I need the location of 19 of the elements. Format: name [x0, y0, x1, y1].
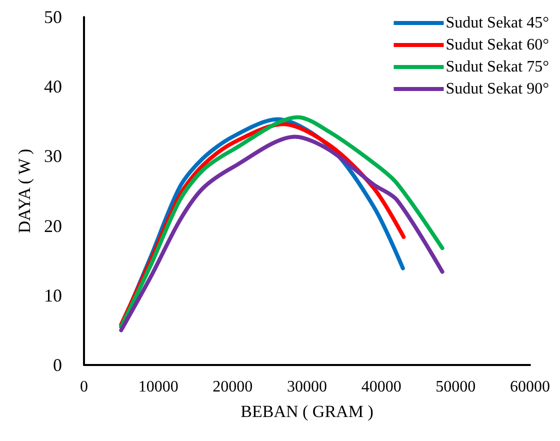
y-axis-title: DAYA ( W ) — [15, 148, 34, 234]
x-tick-label: 20000 — [212, 378, 253, 396]
y-tick-label: 30 — [44, 146, 62, 166]
legend-label: Sudut Sekat 90° — [446, 80, 550, 98]
legend-label: Sudut Sekat 75° — [446, 58, 550, 76]
y-tick-label: 40 — [44, 76, 62, 97]
x-axis-title: BEBAN ( GRAM ) — [240, 402, 374, 421]
legend-label: Sudut Sekat 45° — [446, 14, 550, 32]
x-tick-label: 0 — [80, 378, 88, 396]
y-tick-label: 20 — [44, 216, 62, 236]
x-tick-label: 10000 — [138, 378, 178, 396]
legend-label: Sudut Sekat 60° — [446, 36, 550, 54]
y-tick-label: 10 — [44, 285, 62, 306]
x-tick-label: 60000 — [510, 378, 550, 396]
y-tick-label: 0 — [53, 355, 62, 375]
x-tick-label: 40000 — [361, 378, 402, 396]
x-tick-label: 50000 — [436, 378, 476, 396]
y-tick-label: 50 — [44, 7, 62, 27]
x-tick-label: 30000 — [287, 378, 327, 396]
